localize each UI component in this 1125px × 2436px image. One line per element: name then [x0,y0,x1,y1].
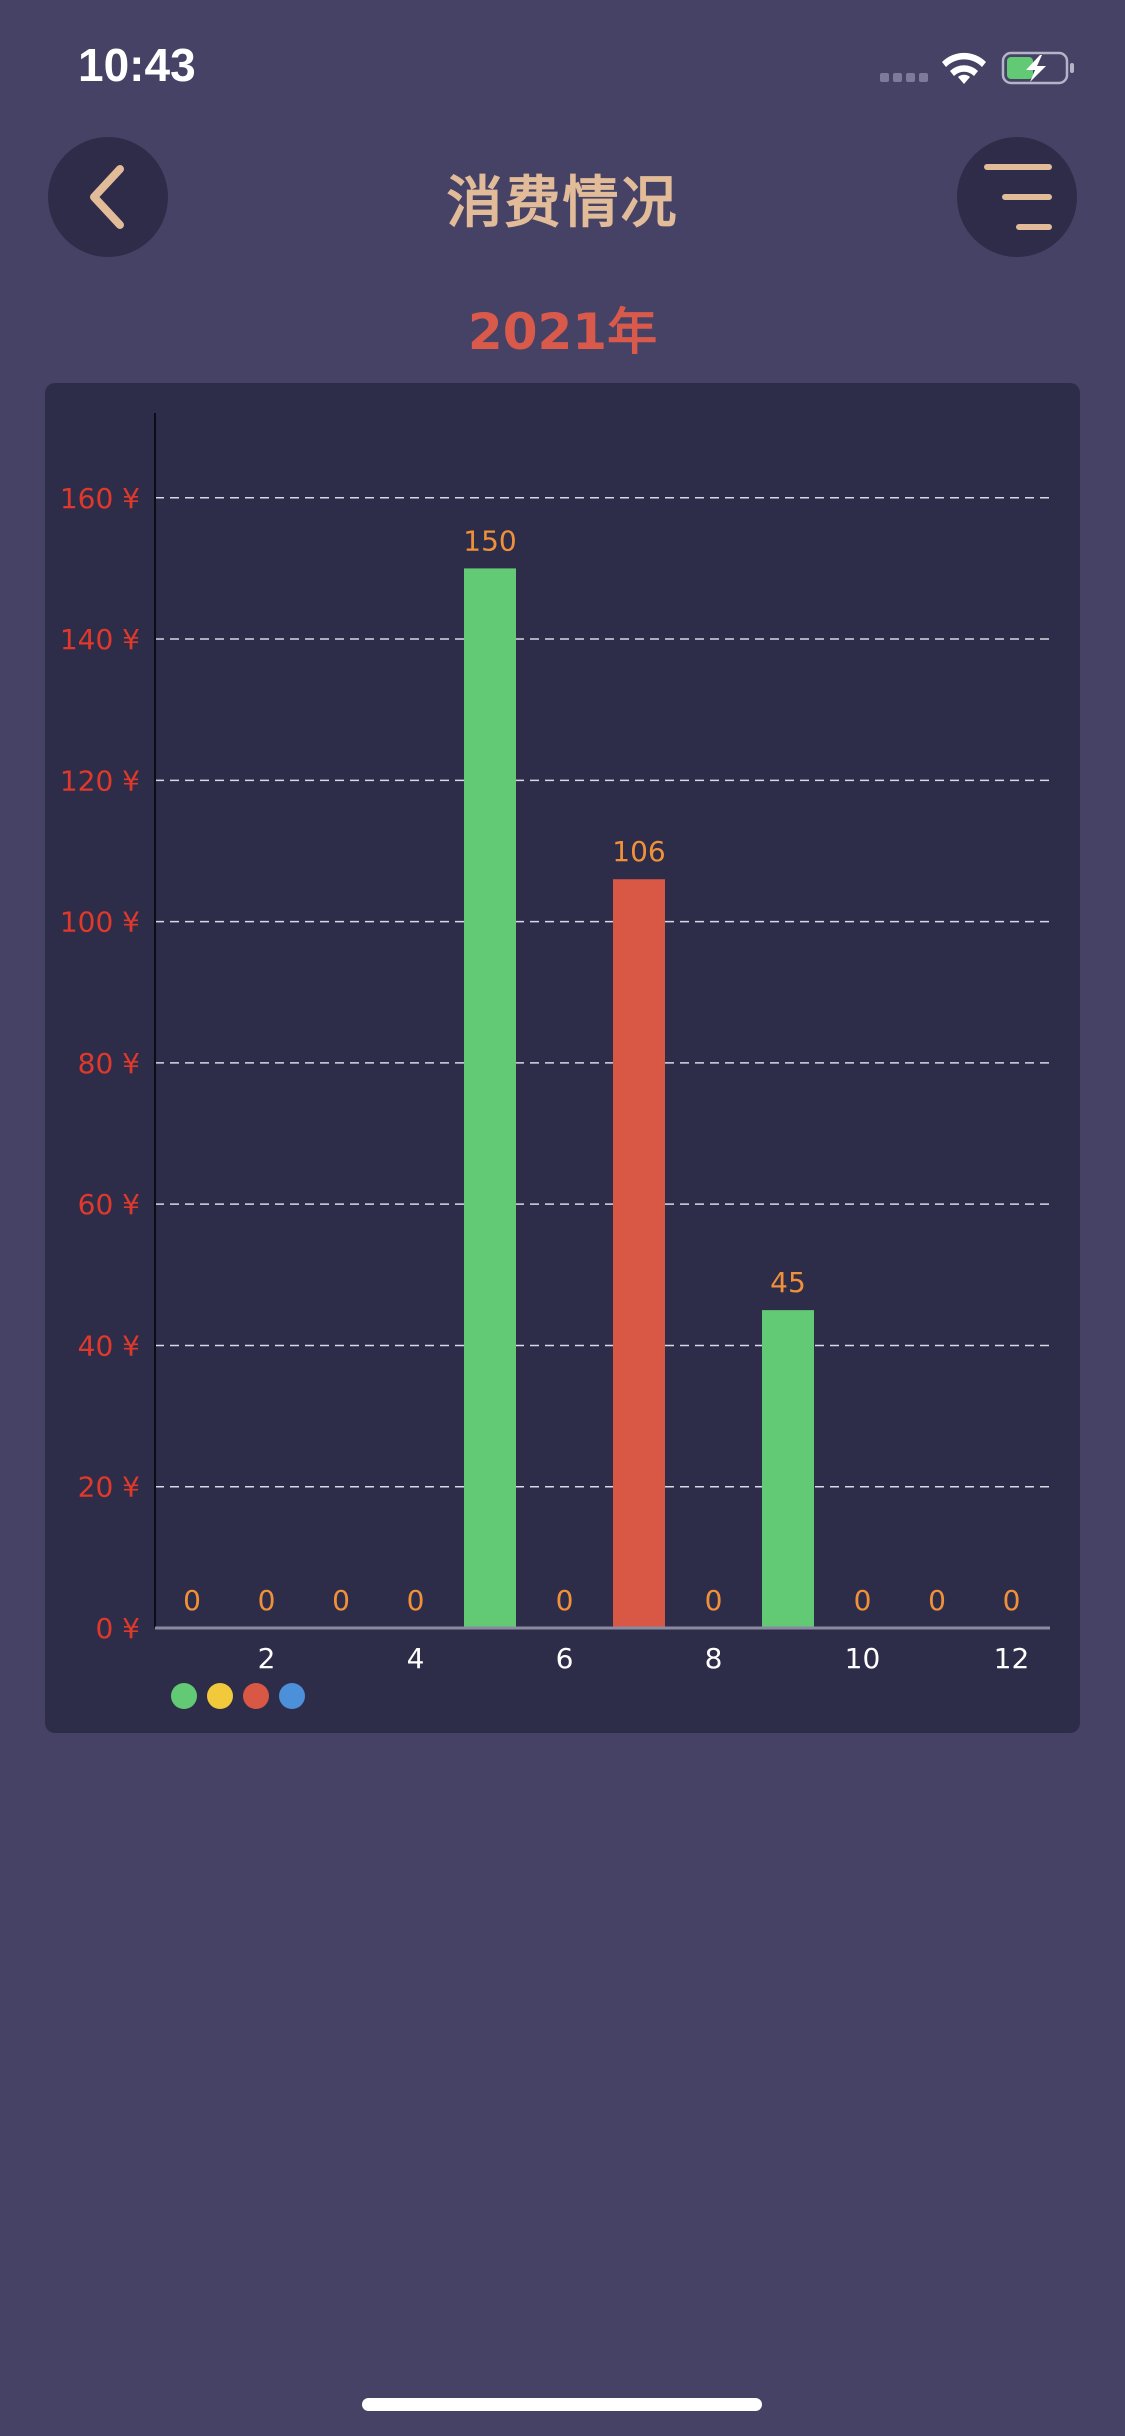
back-button[interactable] [48,137,168,257]
value-label: 0 [556,1584,574,1617]
y-tick-label: 60 ¥ [78,1188,140,1221]
value-label: 150 [463,524,516,557]
legend-swatch-yellow [207,1683,233,1709]
value-labels: 0 0 0 0 150 0 106 0 45 0 0 0 [183,524,1020,1617]
menu-button[interactable] [957,137,1077,257]
x-tick-label: 4 [407,1642,425,1675]
y-tick-label: 20 ¥ [78,1471,140,1504]
bar [613,879,665,1628]
x-tick-label: 2 [258,1642,276,1675]
y-tick-labels: 0 ¥ 20 ¥ 40 ¥ 60 ¥ 80 ¥ 100 ¥ 120 ¥ 140 ¥ 160 ¥ [60,482,140,1645]
bar-chart: 0 ¥20 ¥40 ¥60 ¥80 ¥100 ¥120 ¥140 ¥160 ¥ … [60,413,1050,1709]
value-label: 45 [770,1266,806,1299]
y-tick-label: 40 ¥ [78,1329,140,1362]
y-tick-label: 100 ¥ [60,906,140,939]
wifi-icon [942,52,986,84]
legend [171,1683,305,1709]
y-tick-label: 140 ¥ [60,623,140,656]
status-icons [880,48,1085,88]
chart-card: 0 ¥20 ¥40 ¥60 ¥80 ¥100 ¥120 ¥140 ¥160 ¥ … [45,383,1080,1733]
y-tick-label: 160 ¥ [60,482,140,515]
y-tick-label: 120 ¥ [60,764,140,797]
value-label: 0 [332,1584,350,1617]
value-label: 0 [1003,1584,1021,1617]
chevron-left-icon [90,165,124,229]
bar [762,1310,814,1628]
status-time: 10:43 [78,39,196,91]
legend-swatch-red [243,1683,269,1709]
legend-swatch-blue [279,1683,305,1709]
x-tick-labels: 2 4 6 8 10 12 [258,1642,1030,1675]
x-tick-label: 8 [705,1642,723,1675]
x-tick-label: 6 [556,1642,574,1675]
y-tick-label: 0 ¥ [95,1612,140,1645]
value-label: 0 [854,1584,872,1617]
value-label: 0 [258,1584,276,1617]
bar [464,568,516,1628]
value-label: 0 [407,1584,425,1617]
grid-lines [155,497,1050,1488]
cellular-signal-icon [880,73,928,82]
value-label: 0 [928,1584,946,1617]
value-label: 106 [612,835,665,868]
legend-swatch-green [171,1683,197,1709]
x-tick-label: 10 [845,1642,881,1675]
x-tick-label: 12 [994,1642,1030,1675]
page-title: 消费情况 [446,171,679,236]
battery-charging-icon [1001,51,1074,85]
home-indicator[interactable] [362,2398,762,2411]
year-label: 2021年 [467,303,658,361]
bars [464,568,814,1628]
menu-lines-icon [984,164,1052,230]
value-label: 0 [705,1584,723,1617]
value-label: 0 [183,1584,201,1617]
y-tick-label: 80 ¥ [78,1047,140,1080]
